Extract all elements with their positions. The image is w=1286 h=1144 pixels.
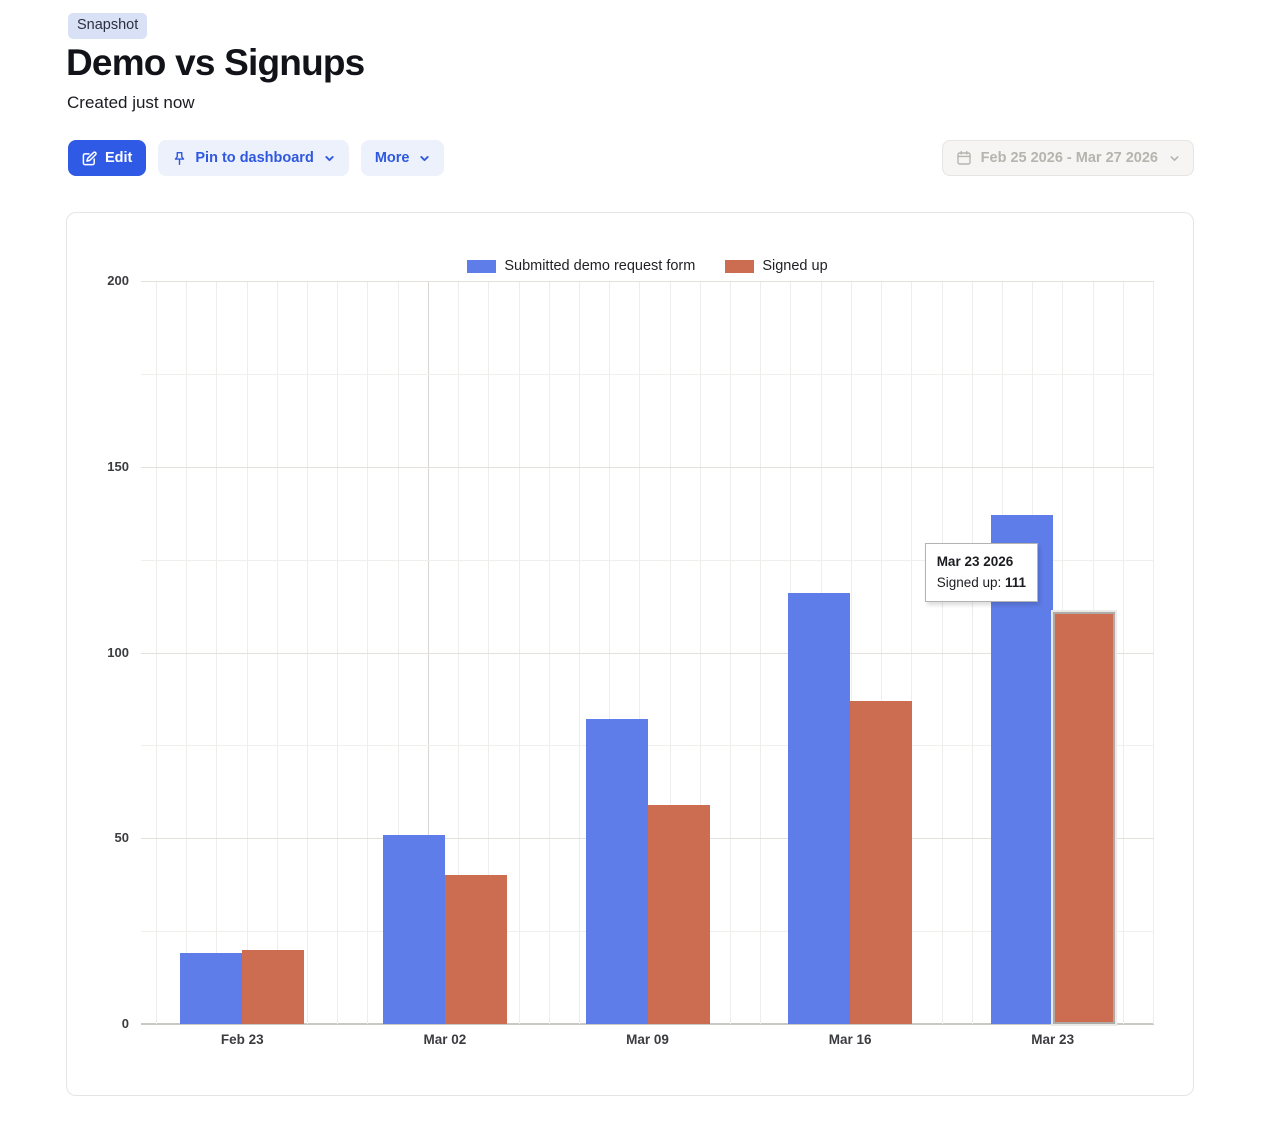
bar-signup-feb-23[interactable]	[242, 949, 305, 1024]
legend-label: Submitted demo request form	[504, 258, 696, 274]
edit-button-label: Edit	[105, 150, 133, 166]
chevron-down-icon	[419, 153, 430, 164]
pin-to-dashboard-button[interactable]: Pin to dashboard	[158, 140, 349, 176]
y-axis-tick-label: 150	[107, 458, 129, 474]
tooltip-date: Mar 23 2026	[936, 553, 1014, 569]
more-button-label: More	[374, 150, 410, 166]
tooltip-series-label: Signed up	[936, 574, 998, 590]
date-range-picker[interactable]: Feb 25 2026 - Mar 27 2026	[941, 140, 1194, 176]
bar-demo-mar-09[interactable]	[585, 719, 648, 1024]
gridline	[141, 281, 1154, 282]
bar-demo-mar-02[interactable]	[382, 834, 445, 1024]
y-axis-tick-label: 50	[114, 830, 129, 846]
legend-item[interactable]: Submitted demo request form	[467, 258, 695, 274]
edit-button[interactable]: Edit	[68, 140, 147, 176]
legend-swatch	[467, 259, 497, 273]
tooltip-value-row: Signed up: 111	[936, 574, 1027, 590]
bar-signup-mar-16[interactable]	[850, 700, 913, 1024]
legend-label: Signed up	[762, 258, 828, 274]
edit-icon	[82, 150, 97, 166]
gridline	[141, 466, 1154, 468]
gridline	[141, 559, 1154, 561]
legend-swatch	[725, 259, 755, 273]
x-axis-tick-label: Feb 23	[220, 1032, 264, 1047]
chart-plot-area: Mar 23 2026 Signed up: 111 0 50 100 150 200 F…	[107, 273, 1154, 1047]
bar-signup-mar-23[interactable]	[1052, 611, 1115, 1024]
calendar-icon	[956, 150, 972, 166]
x-axis-tick-label: Mar 02	[423, 1032, 467, 1047]
gridline	[141, 652, 1154, 654]
bar-demo-feb-23[interactable]	[180, 953, 243, 1024]
pin-icon	[172, 151, 187, 166]
y-axis-tick-label: 200	[107, 273, 129, 288]
chevron-down-icon	[1169, 153, 1180, 164]
x-axis-line	[141, 1023, 1154, 1025]
more-button[interactable]: More	[360, 140, 445, 176]
toolbar: Edit Pin to dashboard More	[68, 140, 1194, 176]
bar-signup-mar-02[interactable]	[444, 875, 507, 1024]
chart-legend: Submitted demo request form Signed up	[141, 258, 1154, 274]
bar-signup-mar-09[interactable]	[647, 804, 710, 1024]
x-axis-tick-label: Mar 16	[828, 1032, 872, 1047]
chart-card: Submitted demo request form Signed up Mar…	[66, 212, 1194, 1096]
x-axis-tick-label: Mar 23	[1031, 1032, 1075, 1047]
chart-tooltip: Mar 23 2026 Signed up: 111	[924, 542, 1039, 603]
x-axis-tick-label: Mar 09	[626, 1032, 669, 1047]
legend-item[interactable]: Signed up	[725, 258, 828, 274]
chevron-down-icon	[324, 153, 335, 164]
snapshot-badge: Snapshot	[68, 13, 148, 39]
y-axis-tick-label: 100	[107, 644, 129, 660]
date-range-label: Feb 25 2026 - Mar 27 2026	[980, 150, 1158, 166]
gridline	[141, 745, 1154, 747]
gridline	[141, 373, 1154, 375]
pin-to-dashboard-label: Pin to dashboard	[195, 150, 314, 166]
bar-demo-mar-16[interactable]	[788, 593, 851, 1024]
y-axis-tick-label: 0	[121, 1016, 129, 1031]
created-timestamp: Created just now	[67, 93, 195, 112]
page-title: Demo vs Signups	[66, 42, 365, 83]
tooltip-value: 111	[1005, 574, 1027, 590]
